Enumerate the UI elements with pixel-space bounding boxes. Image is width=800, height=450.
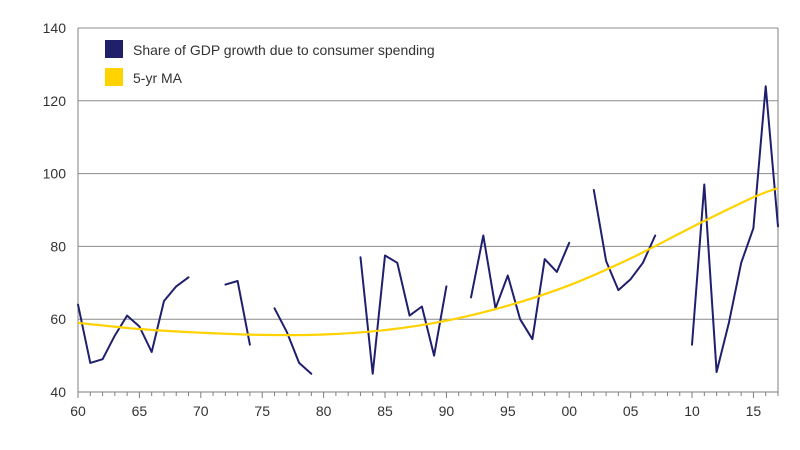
- series-consumer-share-segment-3: [273, 307, 313, 375]
- legend-label-consumer-share: Share of GDP growth due to consumer spen…: [133, 42, 435, 58]
- x-tick-label-75: 75: [254, 403, 270, 419]
- y-tick-label-100: 100: [43, 166, 67, 182]
- axes: [77, 28, 779, 398]
- legend-label-moving-average: 5-yr MA: [133, 70, 183, 86]
- x-tick-label-85: 85: [377, 403, 393, 419]
- x-tick-label-70: 70: [193, 403, 209, 419]
- x-tick-label-90: 90: [439, 403, 455, 419]
- x-tick-label-65: 65: [132, 403, 148, 419]
- y-tick-label-140: 140: [43, 20, 67, 36]
- series-consumer-share-segment-5: [470, 234, 571, 341]
- y-tick-label-120: 120: [43, 93, 67, 109]
- y-tick-label-60: 60: [50, 311, 66, 327]
- series-layer: [77, 85, 779, 375]
- series-consumer-share-segment-6: [592, 189, 657, 292]
- y-tick-label-40: 40: [50, 384, 66, 400]
- x-tick-label-00: 00: [561, 403, 577, 419]
- y-tick-label-80: 80: [50, 238, 66, 254]
- series-consumer-share-segment-2: [224, 280, 251, 346]
- x-tick-label-05: 05: [623, 403, 639, 419]
- gridlines: [78, 27, 778, 320]
- legend: Share of GDP growth due to consumer spen…: [105, 40, 435, 86]
- series-moving-average-line: [77, 187, 779, 337]
- series-consumer-share-segment-7: [691, 85, 779, 373]
- x-tick-label-10: 10: [684, 403, 700, 419]
- legend-swatch-moving-average: [105, 68, 123, 86]
- x-tick-label-80: 80: [316, 403, 332, 419]
- series-consumer-share-segment-4: [359, 254, 448, 375]
- x-tick-label-60: 60: [70, 403, 86, 419]
- series-consumer-share-segment-1: [77, 276, 190, 364]
- x-tick-label-95: 95: [500, 403, 516, 419]
- legend-swatch-consumer-share: [105, 40, 123, 58]
- x-tick-label-15: 15: [746, 403, 762, 419]
